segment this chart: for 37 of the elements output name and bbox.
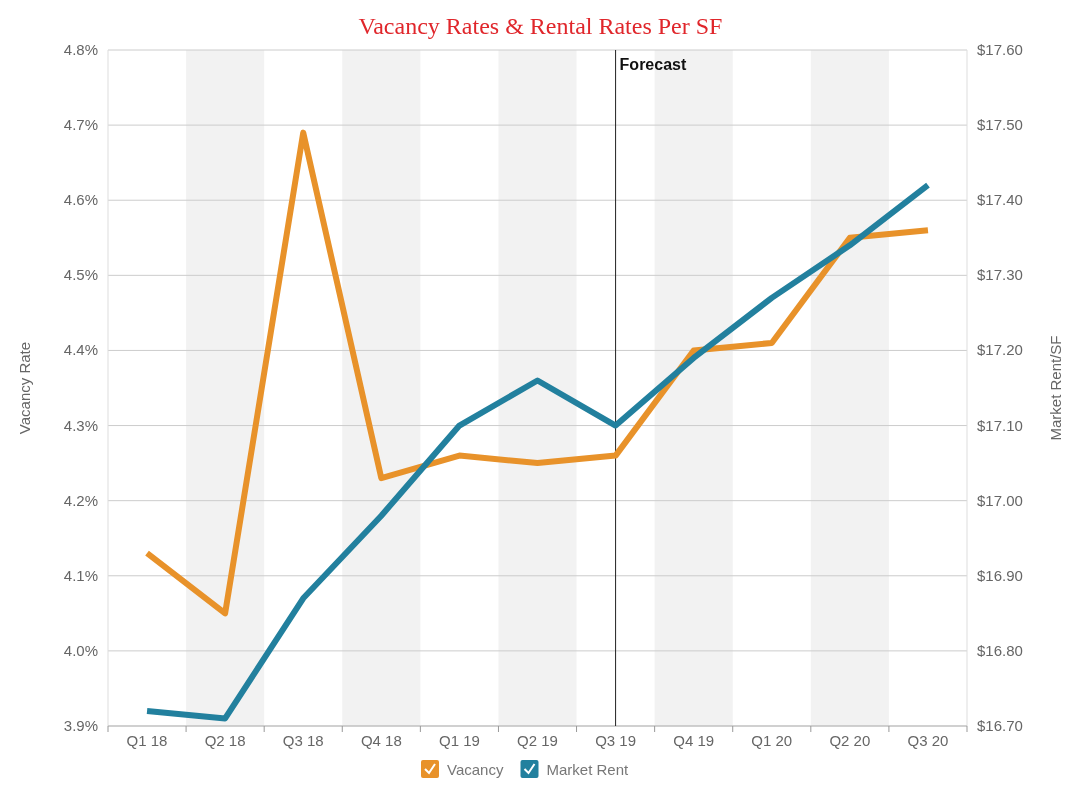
y2-tick-label: $17.10 xyxy=(977,416,1023,434)
x-tick-label: Q3 20 xyxy=(907,732,949,749)
y-tick-label: 3.9% xyxy=(63,717,98,734)
legend-label: Market Rent xyxy=(546,761,630,778)
x-tick-label: Q4 18 xyxy=(360,732,402,749)
chart-title: Vacancy Rates & Rental Rates Per SF xyxy=(358,13,723,39)
y-tick-label: 4.7% xyxy=(63,116,98,134)
x-tick-label: Q3 18 xyxy=(282,732,324,749)
y-tick-label: 4.5% xyxy=(63,266,98,284)
x-tick-label: Q1 18 xyxy=(126,732,168,749)
y-axis-title: Vacancy Rate xyxy=(16,341,33,435)
x-tick-label: Q3 19 xyxy=(595,732,637,749)
y-tick-label: 4.2% xyxy=(63,491,98,509)
x-tick-label: Q2 18 xyxy=(204,732,246,749)
x-tick-label: Q4 19 xyxy=(673,732,715,749)
x-tick-label: Q2 20 xyxy=(829,732,871,749)
y2-tick-label: $16.70 xyxy=(977,717,1023,734)
y-tick-label: 4.1% xyxy=(63,566,98,584)
ref-line-label: Forecast xyxy=(619,56,687,73)
y2-tick-label: $17.60 xyxy=(977,41,1023,58)
y2-tick-label: $17.00 xyxy=(977,491,1023,509)
legend-label: Vacancy xyxy=(447,761,504,778)
y-tick-label: 4.0% xyxy=(63,641,98,659)
y2-axis-title: Market Rent/SF xyxy=(1047,335,1064,441)
y2-tick-label: $17.40 xyxy=(977,191,1023,209)
y2-tick-label: $17.50 xyxy=(977,116,1023,134)
y-tick-label: 4.8% xyxy=(63,41,98,58)
x-tick-label: Q1 20 xyxy=(751,732,793,749)
y-tick-label: 4.4% xyxy=(63,341,98,359)
x-tick-label: Q2 19 xyxy=(517,732,558,749)
y2-tick-label: $16.90 xyxy=(977,566,1023,584)
y2-tick-label: $16.80 xyxy=(977,641,1023,659)
y2-tick-label: $17.30 xyxy=(977,266,1023,284)
x-tick-label: Q1 19 xyxy=(438,732,480,749)
y2-tick-label: $17.20 xyxy=(977,341,1023,359)
y-tick-label: 4.6% xyxy=(63,191,98,209)
y-tick-label: 4.3% xyxy=(63,416,98,434)
